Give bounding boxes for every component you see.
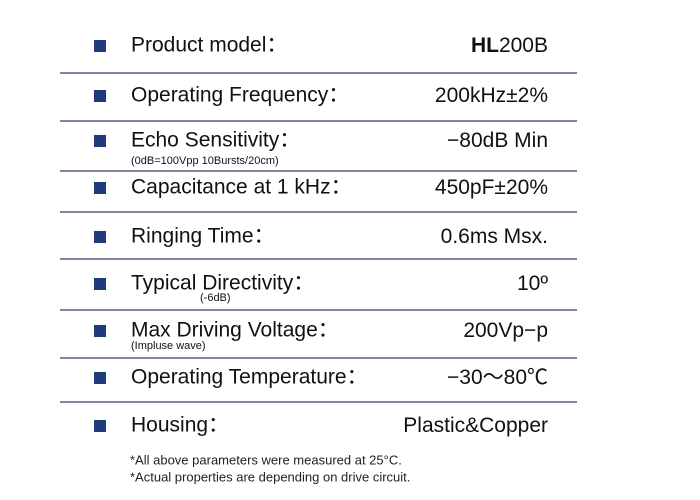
spec-value-text: −30～80℃ [447, 366, 548, 389]
spec-label: Ringing Time： [131, 225, 275, 248]
spec-label: Product model： [131, 34, 287, 57]
spec-value-text: 10º [517, 272, 548, 295]
spec-label: Max Driving Voltage： [131, 319, 339, 342]
bullet [94, 182, 106, 194]
spec-label: Housing： [131, 414, 229, 437]
spec-value-bold: HL [471, 34, 499, 57]
spec-value: HL200B [471, 34, 548, 57]
spec-sublabel: (Impluse wave) [131, 340, 206, 352]
bullet [94, 231, 106, 243]
spec-value: −80dB Min [447, 129, 548, 152]
spec-value: 0.6ms Msx. [441, 225, 548, 248]
spec-value-text: 0.6ms Msx. [441, 225, 548, 248]
footnote: *All above parameters were measured at 2… [130, 452, 402, 467]
spec-value: −30～80℃ [447, 366, 548, 389]
spec-label: Capacitance at 1 kHz： [131, 176, 352, 199]
spec-value: 200kHz±2% [435, 84, 548, 107]
spec-label: Operating Frequency： [131, 84, 349, 107]
spec-value: 200Vp−p [463, 319, 548, 342]
bullet [94, 325, 106, 337]
spec-value: 10º [517, 272, 548, 295]
spec-sublabel: (0dB=100Vpp 10Bursts/20cm) [131, 155, 279, 167]
bullet [94, 278, 106, 290]
spec-label: Typical Directivity： [131, 272, 314, 295]
spec-label: Operating Temperature： [131, 366, 368, 389]
spec-sublabel: (-6dB) [200, 292, 231, 304]
spec-value-text: 200B [499, 34, 548, 57]
bullet [94, 135, 106, 147]
spec-label: Echo Sensitivity： [131, 129, 300, 152]
spec-value-text: −80dB Min [447, 129, 548, 152]
spec-value: Plastic&Copper [403, 414, 548, 437]
footnote: *Actual properties are depending on driv… [130, 469, 410, 484]
bullet [94, 420, 106, 432]
bullet [94, 372, 106, 384]
spec-value-text: 200Vp−p [463, 319, 548, 342]
spec-value-text: 450pF±20% [435, 176, 548, 199]
spec-value-text: Plastic&Copper [403, 414, 548, 437]
bullet [94, 90, 106, 102]
bullet [94, 40, 106, 52]
spec-value: 450pF±20% [435, 176, 548, 199]
spec-value-text: 200kHz±2% [435, 84, 548, 107]
